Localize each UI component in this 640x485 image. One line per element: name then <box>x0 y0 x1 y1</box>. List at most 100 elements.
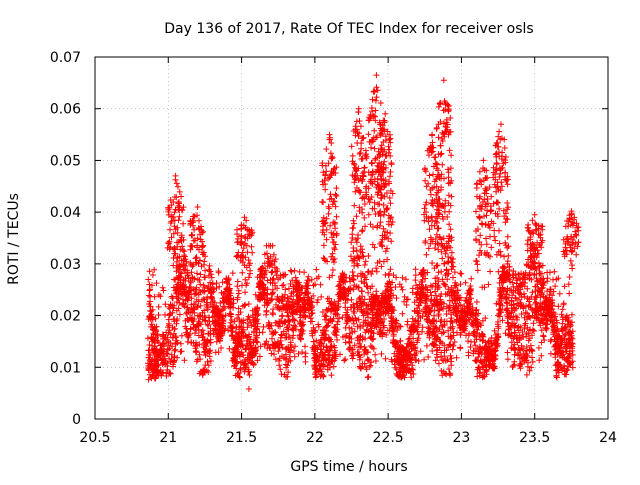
data-point <box>476 252 482 259</box>
data-point <box>389 327 396 334</box>
data-point <box>559 327 566 334</box>
data-point <box>441 260 448 267</box>
data-point <box>257 289 264 296</box>
data-point <box>396 358 403 365</box>
data-point <box>448 152 455 159</box>
data-point <box>569 237 576 243</box>
data-point <box>447 165 454 172</box>
data-point <box>264 302 271 309</box>
data-point <box>343 332 350 339</box>
data-point <box>428 292 435 299</box>
data-point <box>269 286 276 293</box>
data-point <box>181 252 188 259</box>
data-point <box>473 358 480 365</box>
data-point <box>303 290 310 297</box>
data-point <box>171 209 178 216</box>
data-point <box>532 283 539 290</box>
data-point <box>432 280 439 287</box>
data-point <box>151 326 157 333</box>
data-point <box>376 258 383 265</box>
data-point <box>330 198 337 205</box>
data-point <box>283 302 290 309</box>
data-point <box>445 254 452 260</box>
data-point <box>207 293 214 300</box>
data-point <box>359 135 365 142</box>
data-point <box>269 335 275 342</box>
data-point <box>535 315 542 322</box>
data-point <box>175 281 182 288</box>
data-point <box>147 307 154 314</box>
data-point <box>526 275 533 282</box>
data-point <box>532 220 539 227</box>
data-point <box>296 268 303 275</box>
data-point <box>435 360 442 367</box>
data-point <box>226 345 233 352</box>
data-point <box>237 240 244 246</box>
data-point <box>188 301 195 308</box>
data-point <box>499 164 506 171</box>
data-point <box>259 265 266 271</box>
data-point <box>145 363 152 369</box>
data-point <box>234 296 241 303</box>
data-point <box>212 327 219 333</box>
data-point <box>381 158 388 165</box>
data-point <box>401 369 408 376</box>
data-point <box>186 287 193 294</box>
data-point <box>174 239 180 246</box>
data-point <box>348 325 355 332</box>
data-point <box>490 174 497 181</box>
data-point <box>199 297 206 303</box>
data-point <box>277 272 284 279</box>
data-point <box>514 350 521 356</box>
data-point <box>351 262 358 269</box>
data-point <box>445 131 452 138</box>
data-point <box>394 327 401 334</box>
data-point <box>164 334 171 341</box>
data-point <box>146 301 153 307</box>
data-point <box>291 322 297 329</box>
data-point <box>552 343 559 350</box>
data-point <box>285 313 292 320</box>
data-point <box>187 260 194 266</box>
data-point <box>523 262 530 269</box>
data-point <box>334 318 341 325</box>
data-point <box>252 318 259 325</box>
data-point <box>552 362 559 369</box>
data-point <box>242 276 249 283</box>
data-point <box>520 345 527 352</box>
data-point <box>351 202 358 209</box>
data-point <box>438 135 445 142</box>
data-point <box>434 240 441 247</box>
data-point <box>548 316 555 323</box>
data-point <box>272 282 279 289</box>
data-point <box>387 284 394 291</box>
data-point <box>321 334 327 341</box>
data-point <box>535 231 542 238</box>
data-point <box>254 305 260 312</box>
data-point <box>432 335 439 342</box>
data-point <box>282 286 289 293</box>
data-point <box>508 297 515 304</box>
data-point <box>563 348 570 355</box>
data-point <box>146 342 153 348</box>
data-points <box>144 72 582 392</box>
data-point <box>195 332 202 339</box>
data-point <box>474 373 481 380</box>
data-point <box>442 197 449 204</box>
data-point <box>359 170 366 177</box>
data-point <box>403 302 410 308</box>
data-point <box>245 301 252 307</box>
data-point <box>536 232 543 239</box>
data-point <box>325 210 332 217</box>
data-point <box>527 314 534 321</box>
data-point <box>504 181 511 188</box>
data-point <box>433 206 440 213</box>
data-point <box>245 368 252 375</box>
data-point <box>427 308 434 315</box>
data-point <box>564 354 571 361</box>
data-point <box>413 307 420 314</box>
data-point <box>353 213 360 220</box>
data-point <box>323 215 330 222</box>
data-point <box>336 315 342 322</box>
data-point <box>265 258 272 265</box>
